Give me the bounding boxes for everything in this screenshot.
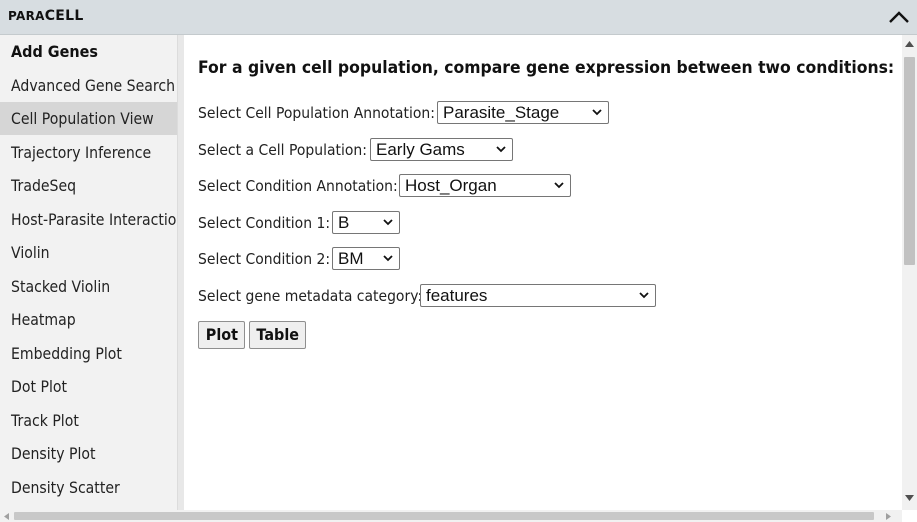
chevron-down-icon bbox=[554, 182, 564, 189]
chevron-down-icon bbox=[592, 109, 602, 116]
plot-button[interactable]: Plot bbox=[198, 321, 245, 349]
condition-2-label: Select Condition 2: bbox=[198, 250, 331, 268]
sidebar-item-embedding-plot[interactable]: Embedding Plot bbox=[0, 337, 177, 370]
condition-2-row: Select Condition 2: bbox=[198, 247, 345, 271]
condition-annotation-select[interactable]: Host_Organ bbox=[399, 174, 571, 197]
cell-population-annotation-row: Select Cell Population Annotation: bbox=[198, 101, 461, 125]
sidebar-item-density-plot[interactable]: Density Plot bbox=[0, 437, 177, 470]
condition-annotation-label: Select Condition Annotation: bbox=[198, 177, 398, 195]
condition-1-row: Select Condition 1: bbox=[198, 211, 345, 235]
brand-suffix: CELL bbox=[44, 8, 84, 24]
vertical-scroll-thumb[interactable] bbox=[904, 57, 915, 265]
main-panel: For a given cell population, compare gen… bbox=[184, 35, 902, 510]
sidebar-item-label: Advanced Gene Search bbox=[11, 76, 176, 95]
table-button[interactable]: Table bbox=[249, 321, 306, 349]
gene-metadata-category-label: Select gene metadata category: bbox=[198, 287, 423, 305]
plot-button-label: Plot bbox=[205, 325, 238, 344]
select-value: features bbox=[426, 286, 488, 305]
sidebar-item-track-plot[interactable]: Track Plot bbox=[0, 404, 177, 437]
gene-metadata-category-select[interactable]: features bbox=[420, 284, 656, 307]
sidebar-divider[interactable] bbox=[178, 35, 184, 510]
chevron-down-icon bbox=[496, 146, 506, 153]
sidebar-item-label: Cell Population View bbox=[11, 109, 154, 128]
sidebar-item-density-scatter[interactable]: Density Scatter bbox=[0, 471, 177, 504]
sidebar-item-label: Track Plot bbox=[11, 411, 79, 430]
gene-metadata-category-row: Select gene metadata category: bbox=[198, 284, 447, 308]
sidebar: Add Genes Advanced Gene Search Cell Popu… bbox=[0, 35, 178, 510]
sidebar-item-label: Embedding Plot bbox=[11, 344, 122, 363]
vertical-scrollbar[interactable] bbox=[902, 35, 917, 510]
cell-population-label: Select a Cell Population: bbox=[198, 141, 367, 159]
select-value: Host_Organ bbox=[405, 176, 497, 195]
sidebar-item-stacked-violin[interactable]: Stacked Violin bbox=[0, 270, 177, 303]
scroll-right-arrow-icon[interactable] bbox=[886, 513, 891, 520]
scroll-up-arrow-icon[interactable] bbox=[905, 41, 914, 47]
sidebar-item-advanced-gene-search[interactable]: Advanced Gene Search bbox=[0, 69, 177, 102]
sidebar-item-trajectory-inference[interactable]: Trajectory Inference bbox=[0, 136, 177, 169]
cell-population-annotation-select[interactable]: Parasite_Stage bbox=[437, 101, 609, 124]
sidebar-item-label: Density Plot bbox=[11, 444, 96, 463]
condition-1-select[interactable]: B bbox=[332, 211, 400, 234]
sidebar-item-label: Heatmap bbox=[11, 310, 76, 329]
sidebar-item-cell-population-view[interactable]: Cell Population View bbox=[0, 102, 177, 135]
app-header: PARACELL bbox=[0, 0, 917, 35]
condition-1-label: Select Condition 1: bbox=[198, 214, 331, 232]
sidebar-item-host-parasite-interaction[interactable]: Host-Parasite Interaction bbox=[0, 203, 177, 236]
sidebar-item-heatmap[interactable]: Heatmap bbox=[0, 303, 177, 336]
sidebar-item-label: Density Scatter bbox=[11, 478, 120, 497]
scroll-down-arrow-icon[interactable] bbox=[905, 495, 914, 501]
sidebar-item-label: Violin bbox=[11, 243, 50, 262]
scroll-left-arrow-icon[interactable] bbox=[4, 513, 9, 520]
select-value: B bbox=[338, 213, 350, 232]
sidebar-item-tradeseq[interactable]: TradeSeq bbox=[0, 169, 177, 202]
select-value: Early Gams bbox=[376, 140, 465, 159]
sidebar-item-dot-plot[interactable]: Dot Plot bbox=[0, 370, 177, 403]
cell-population-row: Select a Cell Population: bbox=[198, 138, 386, 162]
condition-2-select[interactable]: BM bbox=[332, 247, 400, 270]
sidebar-heading: Add Genes bbox=[11, 42, 98, 61]
cell-population-annotation-label: Select Cell Population Annotation: bbox=[198, 104, 435, 122]
chevron-up-icon bbox=[889, 11, 909, 23]
collapse-button[interactable] bbox=[887, 6, 911, 28]
select-value: BM bbox=[338, 249, 364, 268]
sidebar-item-label: TradeSeq bbox=[11, 176, 77, 195]
chevron-down-icon bbox=[639, 292, 649, 299]
sidebar-item-label: Dot Plot bbox=[11, 377, 67, 396]
app-brand: PARACELL bbox=[8, 8, 84, 24]
sidebar-item-label: Trajectory Inference bbox=[11, 143, 152, 162]
cell-population-select[interactable]: Early Gams bbox=[370, 138, 513, 161]
table-button-label: Table bbox=[256, 325, 299, 344]
chevron-down-icon bbox=[383, 255, 393, 262]
chevron-down-icon bbox=[383, 219, 393, 226]
sidebar-item-violin[interactable]: Violin bbox=[0, 236, 177, 269]
horizontal-scroll-thumb[interactable] bbox=[14, 512, 874, 520]
page-title: For a given cell population, compare gen… bbox=[198, 58, 895, 78]
sidebar-item-label: Host-Parasite Interaction bbox=[11, 210, 178, 229]
horizontal-scrollbar[interactable] bbox=[0, 510, 902, 522]
condition-annotation-row: Select Condition Annotation: bbox=[198, 174, 420, 198]
sidebar-item-label: Stacked Violin bbox=[11, 277, 111, 296]
brand-prefix: PARA bbox=[8, 9, 45, 23]
select-value: Parasite_Stage bbox=[443, 103, 560, 122]
